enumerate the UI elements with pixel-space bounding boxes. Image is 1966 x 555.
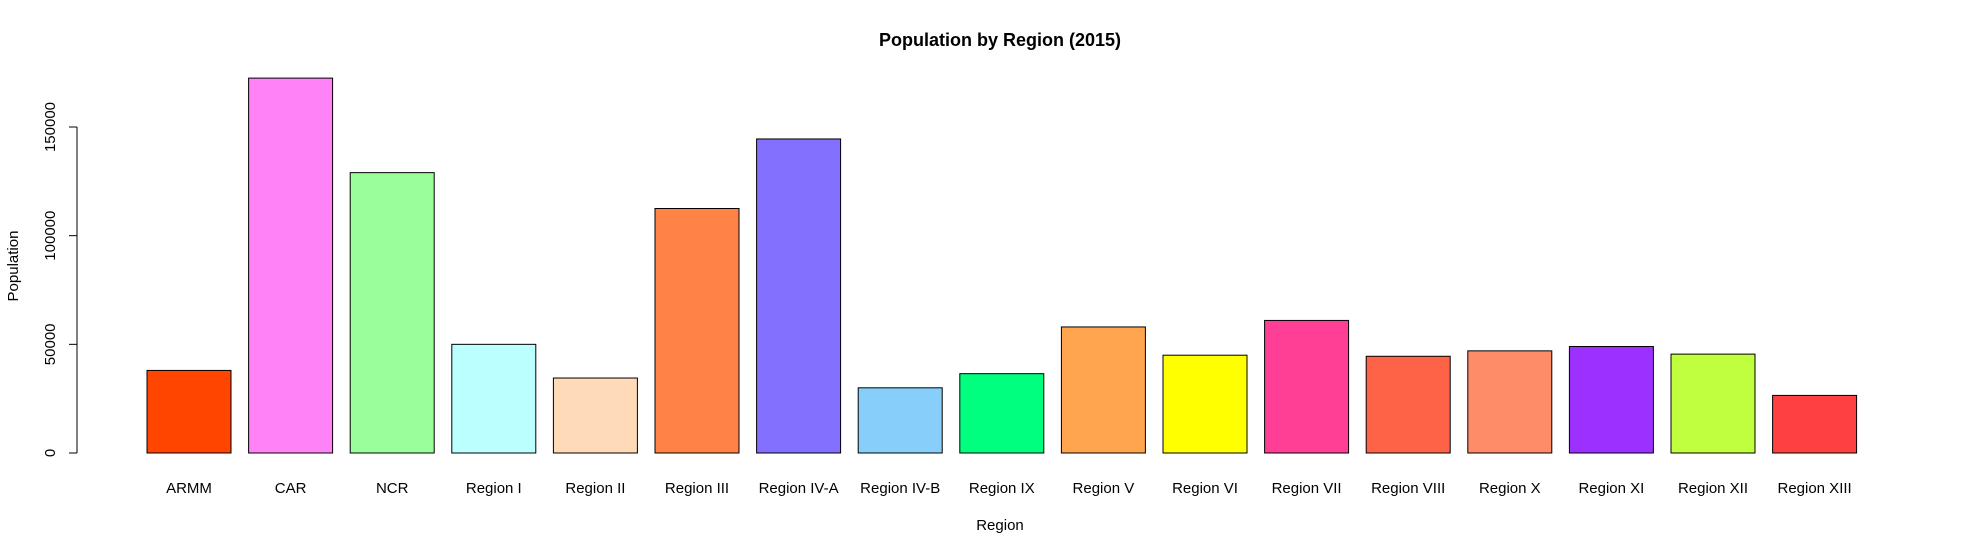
bar — [1568, 346, 1654, 454]
x-tick-label: Region XI — [1578, 480, 1644, 497]
x-tick-label: Region IV-A — [759, 480, 839, 497]
chart-title: Population by Region (2015) — [879, 30, 1121, 50]
x-tick-label: Region IV-B — [860, 480, 940, 497]
x-tick-label: Region IX — [969, 480, 1035, 497]
bar — [756, 138, 842, 454]
bar — [552, 377, 638, 454]
x-tick-label: Region VI — [1172, 480, 1238, 497]
bar — [857, 387, 943, 454]
x-tick-label: Region V — [1073, 480, 1135, 497]
x-tick-label: NCR — [376, 480, 409, 497]
bar — [654, 208, 740, 454]
x-tick-label: Region X — [1479, 480, 1541, 497]
bar — [349, 172, 435, 454]
x-tick-label: Region XII — [1678, 480, 1748, 497]
y-axis-label: Population — [5, 231, 22, 302]
bar — [451, 343, 537, 454]
bar — [248, 77, 334, 454]
x-tick-label: Region II — [565, 480, 625, 497]
bar — [1772, 394, 1858, 454]
bar — [1264, 319, 1350, 454]
x-tick-label: CAR — [275, 480, 307, 497]
x-axis-label: Region — [976, 517, 1024, 534]
y-tick-label: 100000 — [42, 211, 59, 261]
x-tick-label: Region VII — [1272, 480, 1342, 497]
x-tick-label: Region VIII — [1371, 480, 1445, 497]
bar — [1467, 350, 1553, 454]
x-category-labels: ARMM CAR NCR Region I Region II Region III Reg… — [166, 480, 1852, 497]
bars-group — [146, 77, 1858, 454]
y-tick-label: 150000 — [42, 102, 59, 152]
x-tick-label: ARMM — [166, 480, 212, 497]
y-axis: 0 50000 100000 150000 — [42, 102, 78, 457]
bar — [959, 373, 1045, 454]
bar — [1060, 326, 1146, 454]
x-tick-label: Region I — [466, 480, 522, 497]
y-tick-label: 0 — [42, 449, 59, 457]
x-tick-label: Region III — [665, 480, 729, 497]
bar — [1162, 354, 1248, 454]
bar — [1365, 355, 1451, 454]
x-tick-label: Region XIII — [1777, 480, 1851, 497]
bar — [146, 369, 232, 454]
y-tick-label: 50000 — [42, 323, 59, 365]
bar — [1670, 353, 1756, 454]
